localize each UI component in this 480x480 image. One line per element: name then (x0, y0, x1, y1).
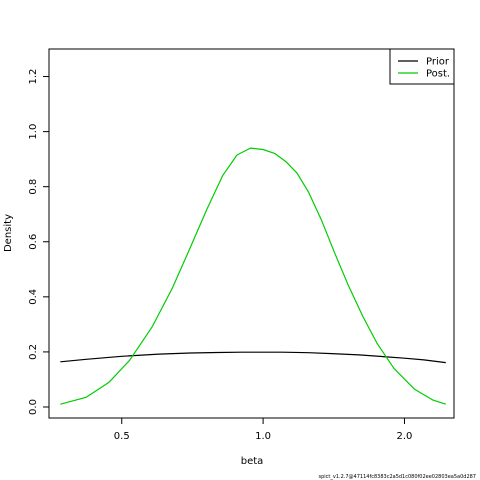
x-tick-label-1: 1.0 (255, 431, 271, 442)
y-tick-label-6: 1.2 (28, 69, 39, 85)
y-tick-label-0: 0.0 (28, 399, 39, 415)
version-footer: spict_v1.2.7@47114fc8383c2a5d1c080f02ee0… (319, 474, 477, 480)
y-tick-label-4: 0.8 (28, 179, 39, 195)
y-tick-label-2: 0.4 (28, 289, 39, 305)
legend-label-post: Post. (426, 69, 450, 80)
y-tick-label-5: 1.0 (28, 124, 39, 140)
y-axis-title: Density (3, 214, 14, 252)
x-tick-label-0: 0.5 (114, 431, 130, 442)
legend: Prior Post. (389, 48, 455, 85)
x-tick-label-2: 2.0 (397, 431, 413, 442)
x-axis-title: beta (241, 456, 264, 467)
x-axis: 0.5 1.0 2.0 (114, 417, 413, 442)
plot-frame (48, 48, 455, 419)
legend-box (389, 48, 455, 85)
y-tick-label-1: 0.2 (28, 344, 39, 360)
series-line-post (60, 147, 446, 405)
y-axis: 0.0 0.2 0.4 0.6 0.8 1.0 1.2 (28, 68, 50, 415)
legend-label-prior: Prior (426, 57, 450, 68)
y-tick-label-3: 0.6 (28, 234, 39, 250)
series-line-prior (60, 351, 446, 364)
series-layer (60, 147, 446, 405)
